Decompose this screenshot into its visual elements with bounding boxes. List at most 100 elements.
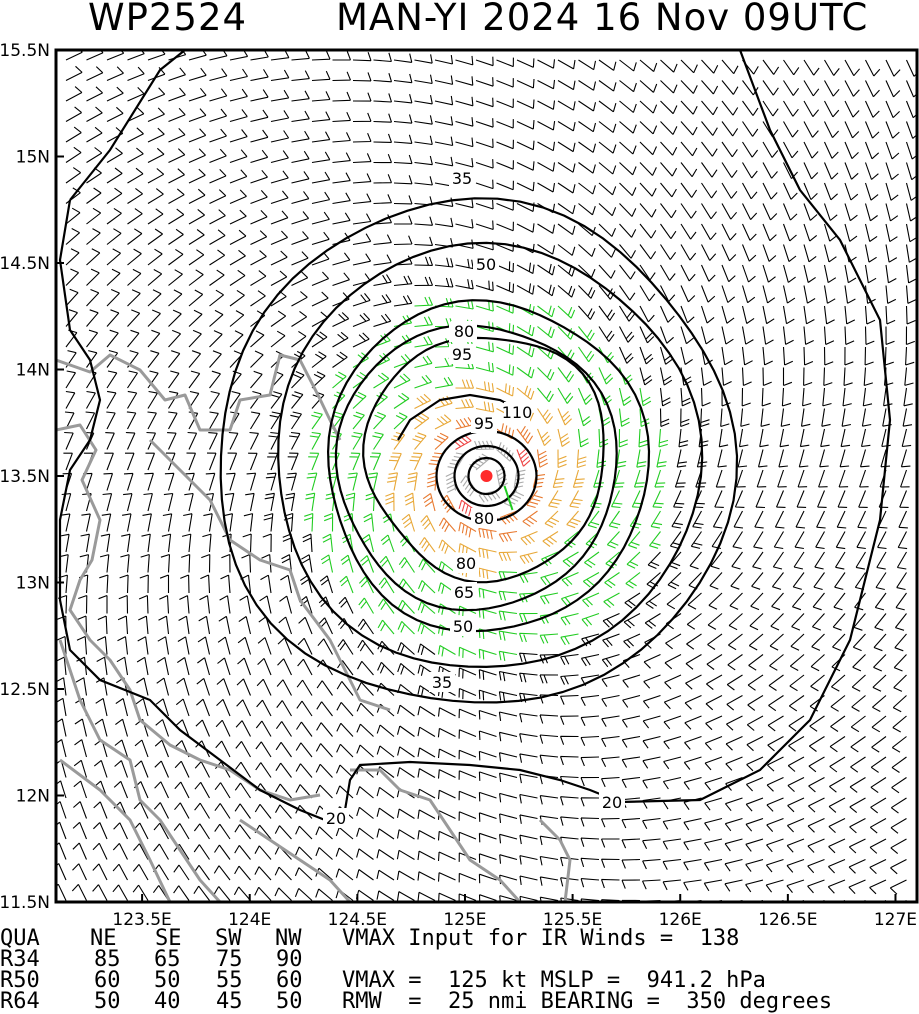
wind-barb: [102, 493, 113, 512]
wind-barb: [824, 100, 840, 118]
wind-barb: [65, 268, 79, 286]
wind-barb: [660, 121, 678, 135]
lon-label: 127E: [874, 910, 917, 930]
wind-barb: [616, 449, 627, 468]
wind-barb: [270, 69, 290, 82]
wind-barb: [291, 191, 310, 205]
wind-barb: [291, 171, 310, 184]
wind-barb: [619, 326, 635, 343]
wind-barb: [704, 735, 723, 751]
wind-barb: [315, 763, 333, 778]
wind-barb: [685, 674, 702, 690]
wind-barb: [761, 387, 771, 407]
wind-barb: [317, 638, 333, 655]
wind-barb: [721, 203, 738, 220]
wind-barb: [478, 527, 497, 540]
wind-barb: [65, 288, 79, 307]
wind-barb: [799, 428, 810, 448]
wind-barb: [700, 408, 710, 428]
wind-barb: [762, 59, 780, 75]
wind-barb: [234, 845, 251, 860]
table-header-qua: QUA: [0, 926, 40, 951]
wind-barb: [475, 401, 495, 413]
wind-barb: [864, 203, 878, 222]
wind-barb: [106, 349, 119, 368]
wind-barb: [839, 449, 850, 468]
svg-text:20: 20: [602, 793, 622, 812]
wind-barb: [250, 370, 263, 389]
wind-barb: [741, 305, 755, 324]
wind-barb: [498, 670, 518, 682]
wind-barb: [803, 59, 820, 76]
lon-label: 125.5E: [543, 910, 602, 930]
wind-barb: [376, 890, 395, 901]
wind-barb: [393, 73, 413, 84]
wind-barb: [301, 554, 313, 573]
wind-barb: [417, 705, 436, 717]
coastline-segment: [538, 818, 572, 902]
wind-barb: [227, 452, 238, 471]
wind-barb: [72, 842, 88, 860]
wind-barb: [855, 551, 866, 570]
wind-barb: [81, 513, 91, 532]
wind-barb: [690, 531, 703, 549]
wind-barb: [209, 50, 228, 61]
wind-barb: [598, 264, 616, 279]
wind-barb: [144, 472, 154, 491]
wind-barb: [741, 285, 756, 304]
wind-barb: [159, 574, 170, 593]
wind-barb: [725, 735, 743, 751]
wind-barb: [600, 838, 620, 848]
wind-barb: [706, 654, 723, 670]
wind-barb: [258, 616, 272, 635]
wind-barb: [434, 217, 454, 228]
wind-barb: [98, 594, 108, 614]
wind-barb: [352, 411, 365, 430]
wind-barb: [393, 175, 413, 185]
svg-text:95: 95: [452, 345, 472, 364]
wind-barb: [643, 653, 661, 669]
wind-barb: [721, 346, 733, 366]
wind-barb: [315, 784, 333, 799]
table-header-sw: SW: [215, 926, 242, 951]
wind-barb: [73, 759, 88, 778]
wind-barb: [542, 531, 559, 547]
wind-barb: [352, 173, 372, 184]
wind-barb: [890, 859, 907, 875]
wind-barb: [721, 121, 739, 137]
wind-barb: [560, 653, 579, 665]
wind-barb: [369, 452, 382, 471]
wind-barb: [660, 203, 677, 219]
wind-barb: [680, 264, 696, 282]
wind-barb: [848, 879, 866, 894]
wind-barb: [861, 408, 872, 427]
wind-barb: [560, 674, 579, 685]
wind-barb: [864, 223, 878, 242]
wind-barb: [522, 510, 538, 527]
wind-barb: [765, 879, 784, 893]
wind-barb: [896, 551, 907, 570]
wind-barb: [335, 847, 354, 860]
wind-barb: [851, 674, 866, 692]
wind-barb: [209, 269, 225, 286]
wind-barb: [228, 431, 239, 450]
wind-barb: [234, 824, 251, 840]
wind-barb: [291, 231, 309, 246]
wind-barb: [297, 637, 313, 655]
wind-barb: [496, 383, 515, 397]
wind-barb: [250, 169, 268, 184]
wind-barb: [601, 715, 620, 727]
wind-barb: [263, 513, 274, 532]
wind-barb: [742, 121, 759, 137]
wind-barb: [771, 572, 784, 590]
wind-barb: [174, 760, 190, 778]
wind-barb: [178, 615, 190, 635]
wind-barb: [373, 174, 393, 184]
wind-barb: [168, 269, 183, 286]
wind-barb: [332, 331, 349, 348]
wind-barb: [516, 425, 534, 444]
wind-barb: [414, 115, 433, 125]
wind-barb: [885, 162, 899, 181]
wind-barb: [803, 244, 817, 263]
wind-barb: [598, 80, 617, 92]
